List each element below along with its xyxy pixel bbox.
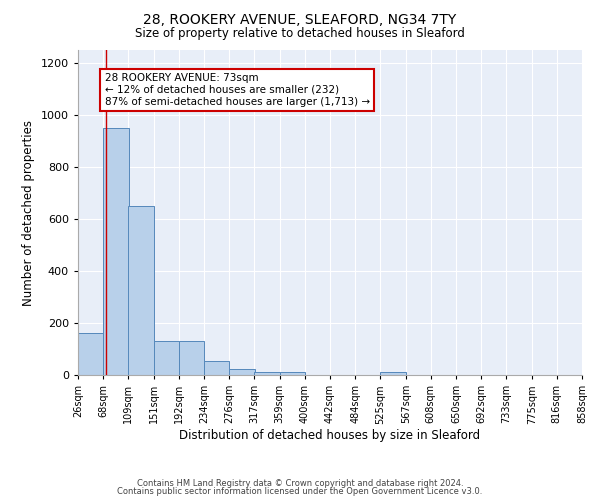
- Y-axis label: Number of detached properties: Number of detached properties: [22, 120, 35, 306]
- Text: Size of property relative to detached houses in Sleaford: Size of property relative to detached ho…: [135, 28, 465, 40]
- X-axis label: Distribution of detached houses by size in Sleaford: Distribution of detached houses by size …: [179, 429, 481, 442]
- Bar: [128, 206, 154, 375]
- Text: Contains public sector information licensed under the Open Government Licence v3: Contains public sector information licen…: [118, 487, 482, 496]
- Bar: [204, 360, 229, 375]
- Bar: [229, 368, 255, 375]
- Bar: [254, 372, 280, 375]
- Bar: [154, 341, 179, 375]
- Text: 28 ROOKERY AVENUE: 73sqm
← 12% of detached houses are smaller (232)
87% of semi-: 28 ROOKERY AVENUE: 73sqm ← 12% of detach…: [104, 74, 370, 106]
- Text: 28, ROOKERY AVENUE, SLEAFORD, NG34 7TY: 28, ROOKERY AVENUE, SLEAFORD, NG34 7TY: [143, 12, 457, 26]
- Bar: [280, 372, 305, 375]
- Bar: [78, 334, 103, 375]
- Bar: [380, 372, 406, 375]
- Text: Contains HM Land Registry data © Crown copyright and database right 2024.: Contains HM Land Registry data © Crown c…: [137, 478, 463, 488]
- Bar: [103, 128, 129, 375]
- Bar: [179, 341, 204, 375]
